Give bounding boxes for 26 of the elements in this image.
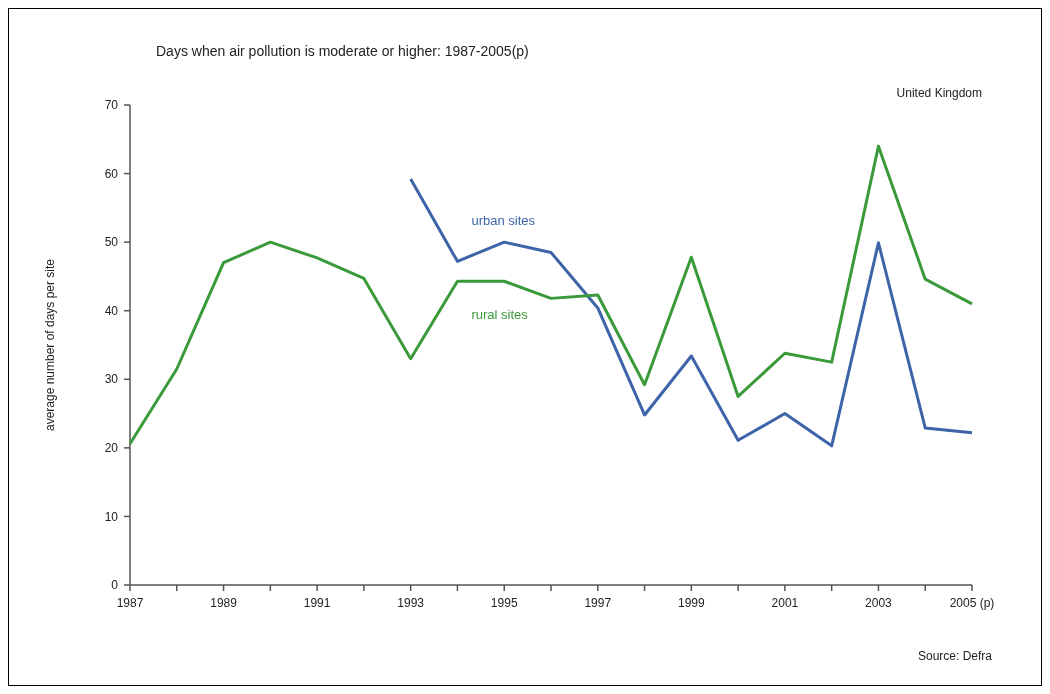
x-tick-label: 1995 xyxy=(490,596,518,610)
x-tick-label: 1993 xyxy=(397,596,425,610)
series-label: urban sites xyxy=(471,213,536,229)
y-tick-label: 70 xyxy=(104,98,119,113)
x-tick-label: 1999 xyxy=(677,596,705,610)
y-tick-label: 50 xyxy=(104,235,119,250)
source-note: Source: Defra xyxy=(917,649,993,663)
series-label: rural sites xyxy=(471,307,529,323)
y-tick-label: 60 xyxy=(104,166,119,181)
x-tick-label: 1987 xyxy=(116,596,144,610)
line-series xyxy=(409,177,974,448)
x-tick-label: 2005 (p) xyxy=(949,596,995,610)
x-tick-label: 2003 xyxy=(865,596,893,610)
text: United Kingdom xyxy=(896,86,982,100)
line-series xyxy=(128,144,974,446)
y-tick-label: 30 xyxy=(104,372,119,387)
x-tick-label: 2001 xyxy=(771,596,799,610)
y-tick-label: 0 xyxy=(111,578,119,593)
x-tick-label: 1989 xyxy=(210,596,238,610)
y-axis-title: average number of days per site xyxy=(43,258,57,432)
x-tick-label: 1991 xyxy=(303,596,331,610)
y-tick-label: 40 xyxy=(104,303,119,318)
x-tick-label: 1997 xyxy=(584,596,612,610)
y-tick-label: 20 xyxy=(104,441,119,456)
chart-title: Days when air pollution is moderate or higher: 1987-2005(p) xyxy=(156,43,529,59)
y-tick-label: 10 xyxy=(104,509,119,524)
